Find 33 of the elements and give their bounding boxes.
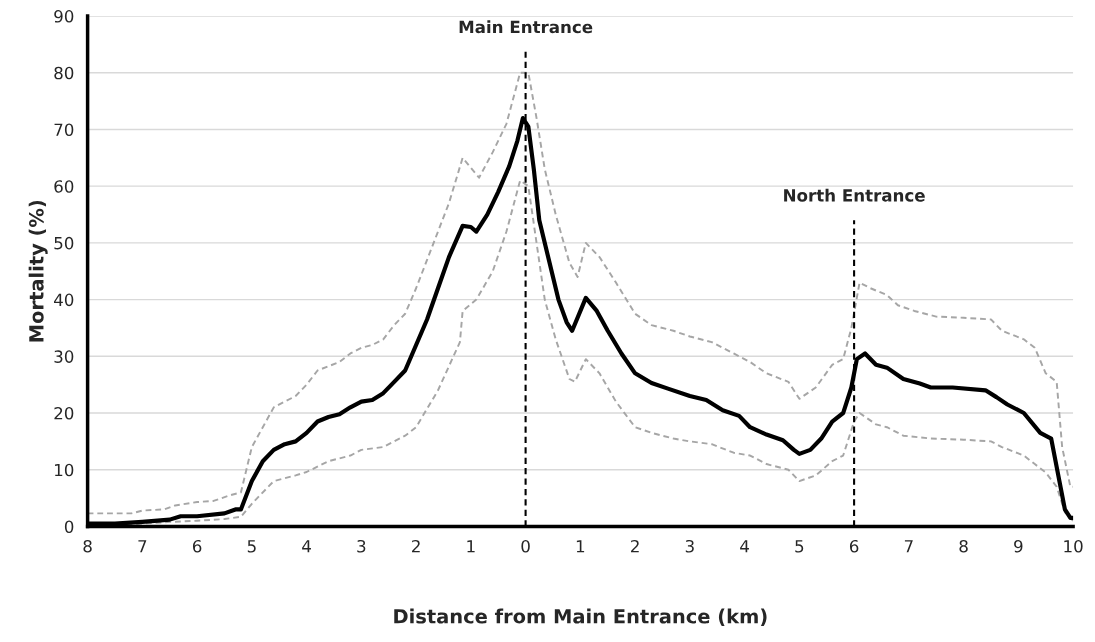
x-tick-label: 2 <box>412 539 420 553</box>
y-tick-label: 30 <box>54 350 74 363</box>
x-tick-label: 5 <box>247 540 256 553</box>
ref-line-label: North Entrance <box>784 188 925 202</box>
x-tick-label: 6 <box>192 539 202 553</box>
y-tick-label: 50 <box>54 236 74 250</box>
y-tick-label: 80 <box>54 66 74 80</box>
x-tick-label: 7 <box>138 540 147 553</box>
y-tick-label: 40 <box>54 293 74 307</box>
x-tick-label: 4 <box>302 540 311 553</box>
x-tick-label: 0 <box>521 539 530 553</box>
x-tick-label: 5 <box>795 540 804 553</box>
x-tick-label: 9 <box>1014 539 1023 553</box>
x-tick-label: 1 <box>576 540 585 553</box>
x-tick-label: 6 <box>849 539 859 553</box>
y-tick-label: 60 <box>54 180 74 193</box>
y-tick-label: 10 <box>55 463 74 477</box>
y-tick-label: 20 <box>54 406 74 420</box>
ref-line-label: Main Entrance <box>459 20 593 34</box>
x-tick-label: 10 <box>1064 539 1083 553</box>
y-tick-label: 90 <box>54 10 74 23</box>
y-tick-label: 0 <box>64 520 74 534</box>
y-axis-title: Mortality (%) <box>28 200 48 342</box>
x-tick-label: 3 <box>685 539 694 553</box>
x-tick-label: 3 <box>357 539 366 553</box>
x-tick-label: 7 <box>904 540 913 553</box>
x-tick-label: 4 <box>740 540 749 553</box>
x-tick-label: 8 <box>83 539 92 553</box>
x-tick-label: 2 <box>631 539 639 553</box>
x-tick-label: 8 <box>959 539 968 553</box>
x-axis-title: Distance from Main Entrance (km) <box>394 608 767 626</box>
x-tick-label: 1 <box>467 540 475 553</box>
y-tick-label: 70 <box>54 123 74 137</box>
